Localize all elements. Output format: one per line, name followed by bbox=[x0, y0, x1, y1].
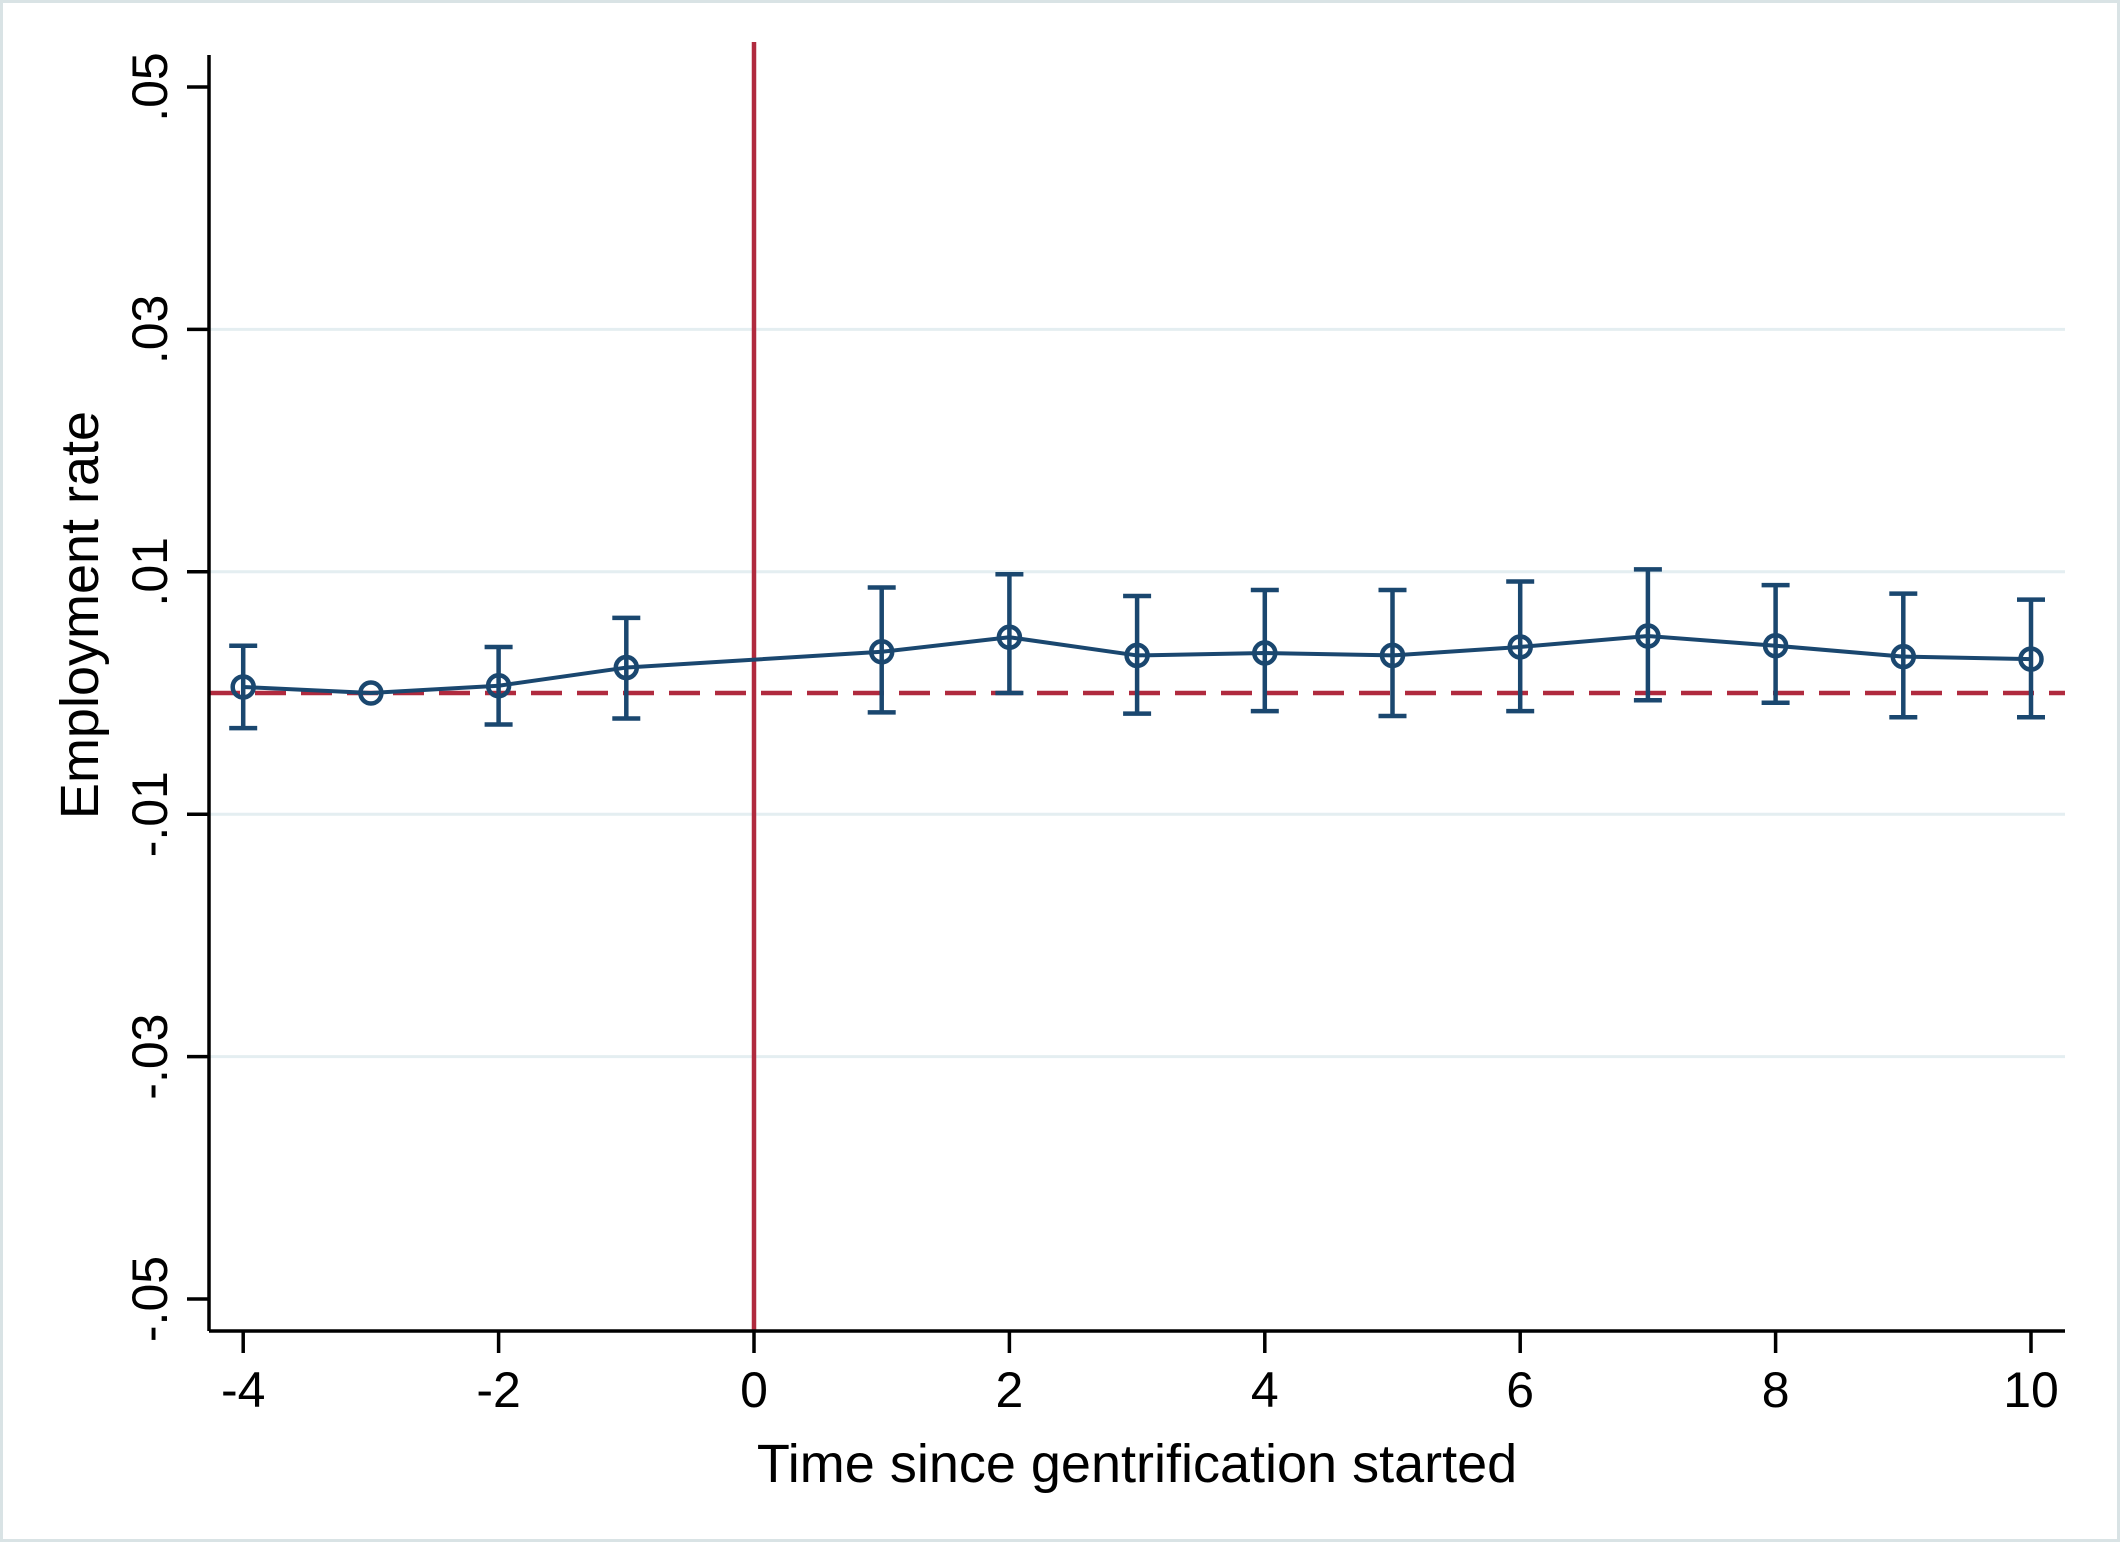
data-point-marker bbox=[996, 624, 1023, 650]
data-point-marker bbox=[868, 639, 895, 665]
x-tick-label: 10 bbox=[2003, 1362, 2059, 1418]
data-point-marker bbox=[1124, 642, 1150, 669]
y-tick-label: -.05 bbox=[122, 1256, 178, 1342]
series-connect-line bbox=[243, 634, 2032, 695]
data-point-marker bbox=[1635, 623, 1661, 649]
y-tick-label: .05 bbox=[122, 52, 178, 122]
data-point-marker bbox=[230, 674, 256, 700]
data-series bbox=[229, 567, 2045, 731]
data-point-marker bbox=[1507, 634, 1533, 660]
x-tick-label: 0 bbox=[740, 1362, 768, 1418]
y-tick-label: .03 bbox=[122, 295, 178, 365]
data-point-marker bbox=[2018, 646, 2044, 672]
data-point-marker bbox=[1379, 642, 1406, 669]
y-tick-label: -.03 bbox=[122, 1014, 178, 1100]
tick-labels: .05 .03 .01 -.01 -.03 -.05 -4 -2 0 2 4 6 8 10 bbox=[122, 52, 2059, 1418]
data-point-marker bbox=[1762, 632, 1789, 659]
y-tick-label: -.01 bbox=[122, 771, 178, 857]
x-tick-label: 2 bbox=[995, 1362, 1023, 1418]
x-axis-title: Time since gentrification started bbox=[757, 1434, 1517, 1494]
data-point-marker bbox=[358, 680, 384, 706]
x-tick-label: 4 bbox=[1251, 1362, 1279, 1418]
gridlines bbox=[209, 327, 2065, 1059]
y-tick-label: .01 bbox=[122, 537, 178, 607]
y-axis-title: Employment rate bbox=[50, 411, 110, 819]
x-tick-label: 8 bbox=[1762, 1362, 1790, 1418]
x-tick-label: 6 bbox=[1506, 1362, 1534, 1418]
data-point-marker bbox=[613, 654, 640, 681]
data-point-marker bbox=[485, 672, 512, 699]
data-point-marker bbox=[1890, 643, 1917, 670]
data-point-marker bbox=[1252, 640, 1278, 666]
x-tick-label: -4 bbox=[221, 1362, 265, 1418]
x-tick-label: -2 bbox=[476, 1362, 520, 1418]
axes bbox=[187, 55, 2065, 1353]
